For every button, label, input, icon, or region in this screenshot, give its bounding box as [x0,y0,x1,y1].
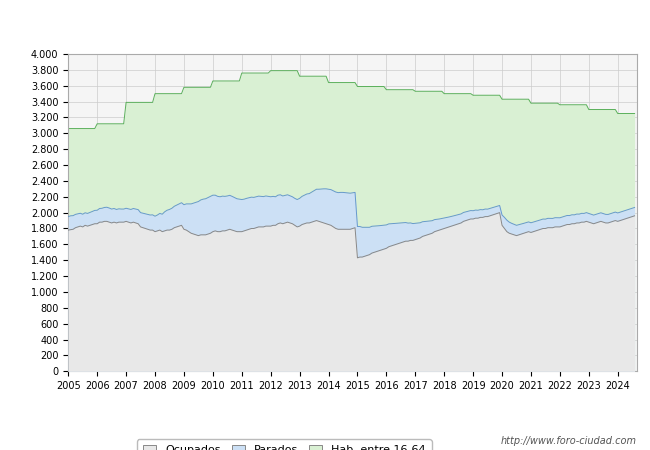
Text: http://www.foro-ciudad.com: http://www.foro-ciudad.com [501,436,637,446]
Legend: Ocupados, Parados, Hab. entre 16-64: Ocupados, Parados, Hab. entre 16-64 [137,439,432,450]
Text: Noreña - Evolucion de la poblacion en edad de Trabajar Agosto de 2024: Noreña - Evolucion de la poblacion en ed… [86,17,564,30]
